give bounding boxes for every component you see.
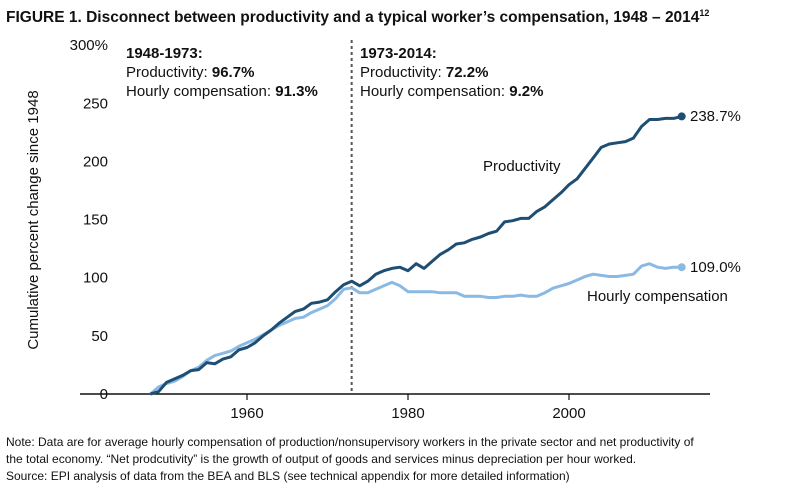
annotation-productivity: Productivity: 96.7% bbox=[126, 64, 254, 81]
y-tick-label: 250 bbox=[83, 95, 108, 112]
y-tick-label: 300% bbox=[70, 37, 108, 54]
note-line-1: Note: Data are for average hourly compen… bbox=[6, 435, 694, 449]
note-line-2: the total economy. “Net prodcutivity” is… bbox=[6, 452, 636, 466]
annotation-heading: 1948-1973: bbox=[126, 45, 203, 62]
x-tick-label: 1980 bbox=[391, 405, 424, 422]
annotation-compensation: Hourly compensation: 91.3% bbox=[126, 83, 318, 100]
end-label-compensation: 109.0% bbox=[690, 259, 741, 276]
end-point-productivity bbox=[677, 112, 686, 121]
y-tick-label: 50 bbox=[91, 328, 108, 345]
y-axis-label: Cumulative percent change since 1948 bbox=[25, 90, 42, 349]
source-line: Source: EPI analysis of data from the BE… bbox=[6, 469, 570, 483]
end-point-compensation bbox=[677, 263, 686, 272]
annotation-1948-1973: 1948-1973: Productivity: 96.7% Hourly co… bbox=[126, 45, 318, 100]
series-line-productivity bbox=[149, 114, 683, 396]
x-axis: 1960 1980 2000 bbox=[230, 394, 586, 422]
y-tick-label: 150 bbox=[83, 212, 108, 229]
end-label-productivity: 238.7% bbox=[690, 108, 741, 125]
series bbox=[149, 112, 686, 396]
y-tick-label: 100 bbox=[83, 270, 108, 287]
annotation-productivity: Productivity: 72.2% bbox=[360, 64, 488, 81]
annotation-heading: 1973-2014: bbox=[360, 45, 437, 62]
series-line-compensation bbox=[149, 262, 682, 396]
series-label-productivity: Productivity bbox=[483, 158, 561, 175]
annotation-compensation: Hourly compensation: 9.2% bbox=[360, 83, 543, 100]
y-tick-label: 200 bbox=[83, 153, 108, 170]
x-tick-label: 2000 bbox=[552, 405, 585, 422]
series-label-compensation: Hourly compensation bbox=[587, 288, 728, 305]
chart-title: FIGURE 1. Disconnect between productivit… bbox=[6, 8, 709, 26]
annotation-1973-2014: 1973-2014: Productivity: 72.2% Hourly co… bbox=[360, 45, 543, 100]
x-tick-label: 1960 bbox=[230, 405, 263, 422]
y-axis: 050100150200250300% bbox=[70, 37, 108, 403]
